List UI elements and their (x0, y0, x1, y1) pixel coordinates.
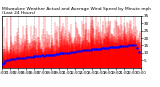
Text: Milwaukee Weather Actual and Average Wind Speed by Minute mph (Last 24 Hours): Milwaukee Weather Actual and Average Win… (2, 7, 151, 15)
